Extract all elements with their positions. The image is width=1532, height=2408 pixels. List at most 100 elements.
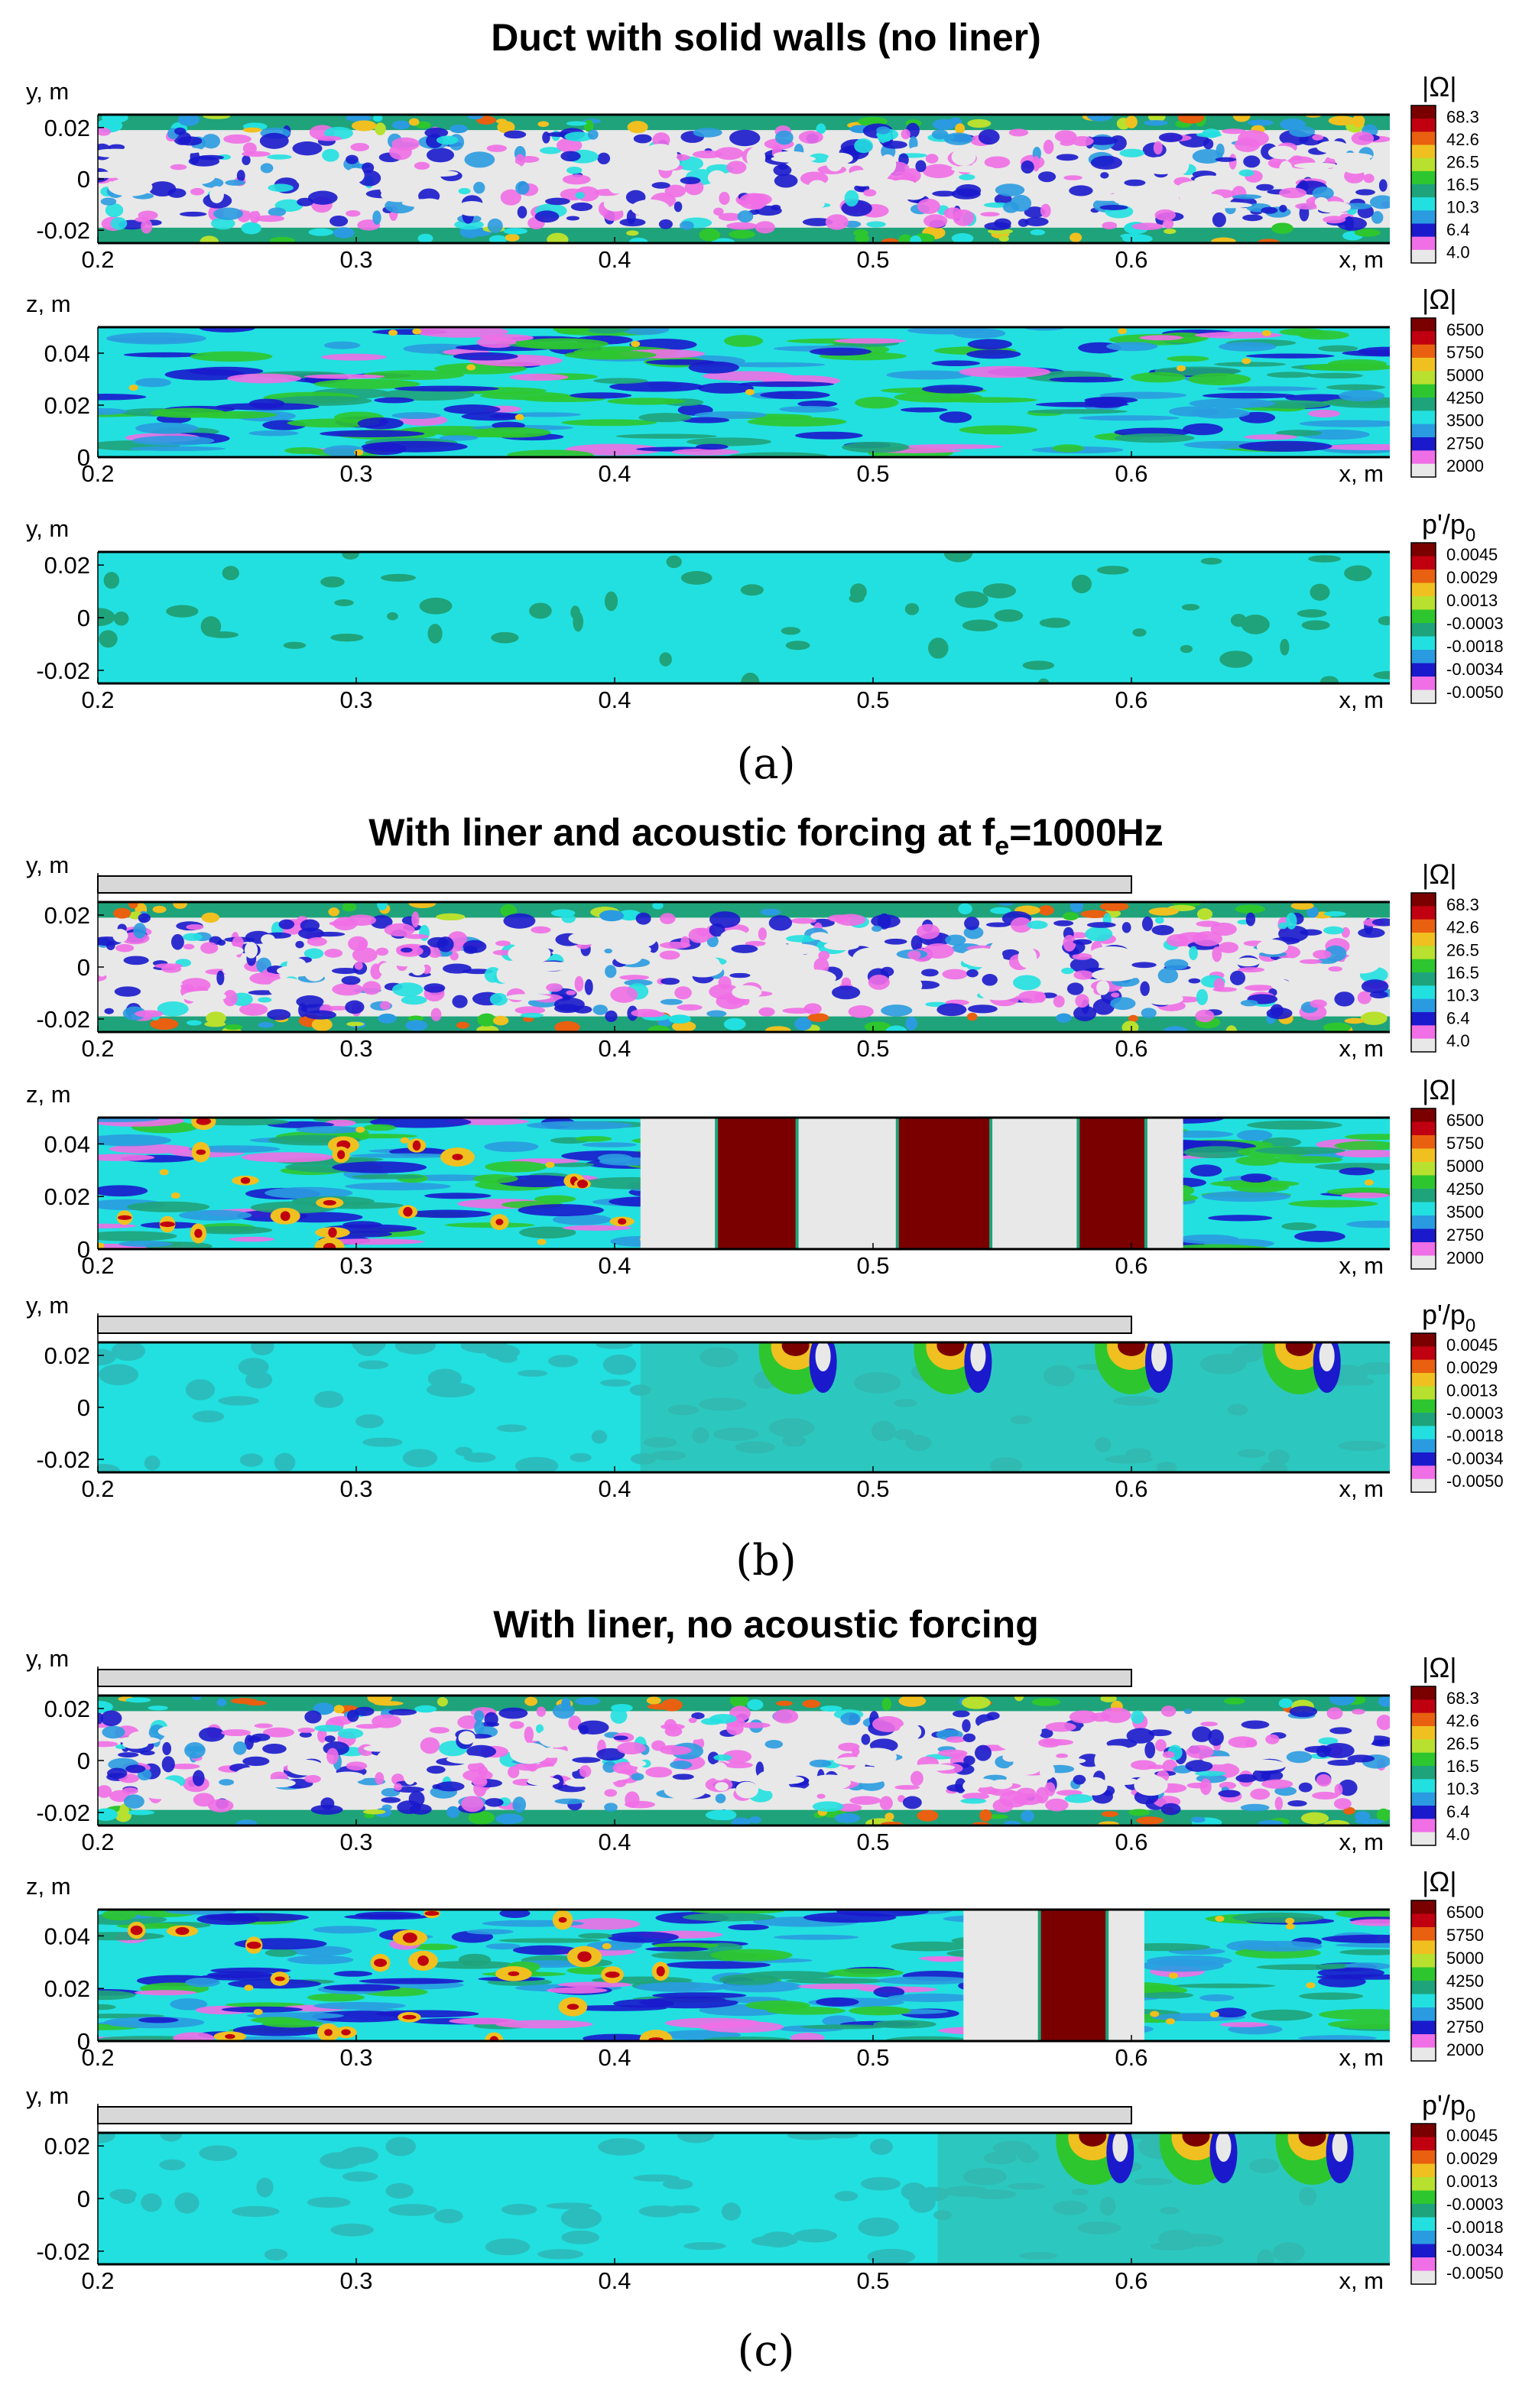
vortex-blob [604,948,612,954]
streak [842,441,910,453]
streak [225,2002,306,2007]
streak [1335,1942,1390,1948]
wall-blob [537,121,550,128]
vortex-blob [879,1796,893,1811]
core-blob [1316,141,1349,154]
vortex-blob [375,947,389,956]
pressure-blob [761,2231,797,2247]
pressure-blob [514,1456,559,1472]
colorbar-tick-label: 4250 [1446,388,1484,407]
colorbar-swatch [1411,1913,1436,1928]
streak [98,1231,177,1241]
streak [907,327,985,335]
streak [966,349,1021,359]
hot-spot [170,1192,180,1199]
vortex-blob [115,943,135,952]
streak [424,1193,492,1199]
vortex-blob [1183,1709,1193,1715]
colorbar-swatch [1411,1779,1436,1793]
vortex-blob [1092,998,1115,1015]
core-blob [1316,201,1352,213]
colorbar-swatch [1411,1967,1436,1981]
vortex-blob [871,914,901,929]
streak [449,2017,518,2025]
vortex-spot-core [337,1150,346,1160]
vortex-blob [508,1766,520,1779]
vortex-blob [1012,1793,1044,1806]
vortex-blob [838,1742,860,1751]
core-blob [456,201,488,216]
vortex-blob [579,1765,592,1778]
vortex-blob [262,1727,295,1738]
vortex-blob [731,944,758,953]
x-tick-label: 0.5 [856,2044,889,2071]
core-blob [603,196,628,212]
colorbar-tick-label: 5000 [1446,1949,1484,1968]
vortex-blob [844,190,859,207]
colorbar-tick-label: 2000 [1446,1248,1484,1267]
vortex-blob [122,1787,138,1795]
core-blob [592,1773,620,1783]
core-blob [381,187,417,203]
contour-field [98,1910,1390,2041]
vortex-blob [242,154,251,166]
streak [1106,342,1158,352]
vortex-blob [1244,985,1275,991]
vortex-blob [183,943,195,950]
streak [1254,1147,1346,1155]
streak [1138,1991,1194,1999]
core-blob [983,985,1018,995]
colorbar-swatch [1411,2150,1436,2164]
pressure-blob [1230,613,1247,628]
pressure-blob [98,1464,120,1472]
streak [98,394,147,401]
streak [391,412,441,420]
pressure-blob [251,1342,274,1355]
streak [248,398,285,409]
streak [1281,1222,1317,1231]
pressure-blob [633,2174,680,2182]
pressure-blob [1219,651,1253,668]
vortex-blob [199,1727,225,1742]
vortex-blob [372,1714,401,1728]
pressure-blob [602,1354,637,1375]
streak [1339,1167,1375,1176]
vortex-blob [414,161,430,170]
core-blob [268,978,307,999]
wall-blob [377,902,388,910]
pressure-lobe-core [1285,1342,1313,1356]
vortex-blob [955,1777,966,1793]
wall-blob [505,233,520,242]
colorbar-tick-label: 26.5 [1446,1734,1479,1753]
vortex-blob [1222,128,1246,135]
colorbar-swatch [1411,1940,1436,1955]
colorbar-swatch [1411,1038,1436,1053]
y-tick-label: 0 [77,1748,90,1774]
vortex-blob [755,221,775,234]
vortex-blob [267,1009,291,1021]
streak [779,405,839,413]
vortex-blob [375,1772,385,1785]
streak [188,366,264,376]
vortex-blob [1024,217,1049,226]
streak [512,1945,578,1955]
vortex-blob [962,1718,971,1732]
wall-blob [98,1808,118,1821]
streak [810,347,872,356]
vortex-blob [1185,1760,1213,1773]
core-blob [138,1778,182,1800]
vortex-blob [1162,1751,1175,1758]
vortex-blob [332,983,364,996]
pressure-blob [741,672,760,683]
wall-blob [729,229,755,239]
vortex-blob [758,1007,775,1017]
pressure-blob [117,2192,136,2204]
streak [173,2032,215,2041]
section-title: With liner and acoustic forcing at fe=10… [368,811,1164,861]
vortex-blob [715,147,744,161]
colorbar-tick-label: -0.0018 [1446,1426,1504,1446]
vortex-blob [953,1710,970,1718]
vortex-blob [512,1796,527,1813]
pressure-blob [785,641,810,651]
wall-blob [566,121,587,126]
